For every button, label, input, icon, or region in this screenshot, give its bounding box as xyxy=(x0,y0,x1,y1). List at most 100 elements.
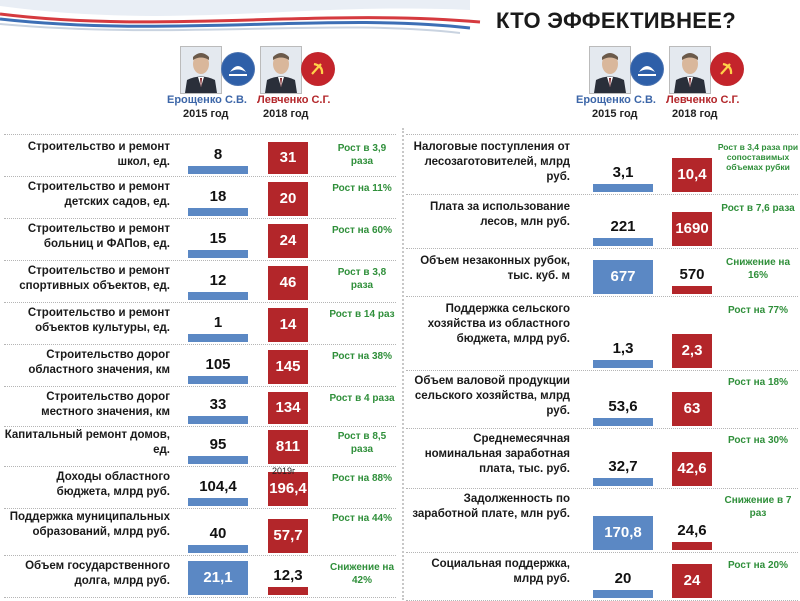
bar-2018 xyxy=(672,452,712,486)
row-separator xyxy=(4,134,396,135)
row-label: Объем валовой продукции сельского хозяйс… xyxy=(414,375,570,417)
value-2018: 134 xyxy=(275,399,301,416)
value-2018: 10,4 xyxy=(677,166,707,183)
value-2015: 33 xyxy=(209,396,227,413)
bar-2015 xyxy=(188,292,248,300)
row-separator xyxy=(406,248,798,249)
bar-2018 xyxy=(672,286,712,294)
row-separator xyxy=(406,370,798,371)
row-separator xyxy=(4,302,396,303)
value-2018: 196,4 xyxy=(269,480,307,497)
row-separator xyxy=(4,466,396,467)
row-label: Строительство и ремонт объектов культуры… xyxy=(27,307,170,334)
growth-label: Рост на 30% xyxy=(727,435,789,446)
growth-label: Рост на 88% xyxy=(331,473,393,484)
value-2018: 24 xyxy=(279,232,297,249)
value-2015: 8 xyxy=(213,146,223,163)
value-2015: 105 xyxy=(205,356,231,373)
candidate-name: Ерощенко С.В. xyxy=(167,94,247,106)
growth-label: Рост в 8,5 раза xyxy=(337,431,387,455)
row-separator xyxy=(4,218,396,219)
row-separator xyxy=(406,428,798,429)
value-2018: 570 xyxy=(679,266,705,283)
value-2015: 3,1 xyxy=(612,164,634,181)
value-2015: 21,1 xyxy=(203,569,233,586)
candidate-year: 2015 год xyxy=(183,108,229,120)
row-separator xyxy=(406,194,798,195)
value-2015: 12 xyxy=(209,272,227,289)
row-label: Среднемесячная номинальная заработная пл… xyxy=(424,433,570,475)
growth-label: Рост на 38% xyxy=(331,351,393,362)
bar-2018 xyxy=(672,392,712,426)
value-2018: 46 xyxy=(279,274,297,291)
growth-label: Рост на 20% xyxy=(727,560,789,571)
bar-2015 xyxy=(188,208,248,216)
value-2015: 221 xyxy=(610,218,636,235)
row-label: Плата за использование лесов, млн руб. xyxy=(429,201,570,228)
row-label: Строительство и ремонт больниц и ФАПов, … xyxy=(27,223,170,250)
candidate-name: Ерощенко С.В. xyxy=(576,94,656,106)
value-2015: 18 xyxy=(209,188,227,205)
column-divider xyxy=(402,128,405,600)
growth-label: Снижение на 42% xyxy=(329,562,395,586)
growth-label: Рост в 14 раз xyxy=(329,309,395,320)
candidate-photo xyxy=(589,46,631,94)
growth-label: Рост на 44% xyxy=(331,513,393,524)
value-2018: 20 xyxy=(279,190,297,207)
value-2018: 31 xyxy=(279,149,297,166)
bar-2015 xyxy=(593,478,653,486)
candidate-photo xyxy=(669,46,711,94)
row-separator xyxy=(4,176,396,177)
row-label: Строительство и ремонт детских садов, ед… xyxy=(27,181,170,208)
bar-2018 xyxy=(672,334,712,368)
growth-label: Рост в 3,4 раза при сопоставимых объемах… xyxy=(717,142,799,172)
value-2015: 32,7 xyxy=(608,458,638,475)
bar-2015 xyxy=(188,498,248,506)
bar-2018 xyxy=(268,350,308,384)
row-label: Поддержка муниципальных образований, млр… xyxy=(9,511,170,538)
row-label: Капитальный ремонт домов, ед. xyxy=(4,429,170,456)
growth-label: Рост в 7,6 раза xyxy=(721,203,795,214)
bar-2015 xyxy=(188,456,248,464)
row-separator xyxy=(4,508,396,509)
row-separator xyxy=(406,296,798,297)
value-2018: 24,6 xyxy=(677,522,707,539)
bar-2015 xyxy=(188,545,248,553)
bar-2015 xyxy=(593,590,653,598)
value-2018: 811 xyxy=(275,438,301,455)
value-2018: 24 xyxy=(683,572,701,589)
row-separator xyxy=(406,552,798,553)
bar-2015 xyxy=(593,238,653,246)
row-label: Объем незаконных рубок, тыс. куб. м xyxy=(420,255,570,282)
value-2015: 20 xyxy=(614,570,632,587)
bar-2015 xyxy=(593,360,653,368)
bar-2015 xyxy=(188,166,248,174)
row-label: Строительство дорог областного значения,… xyxy=(28,349,170,376)
bar-2018 xyxy=(672,564,712,598)
bar-2015 xyxy=(188,376,248,384)
row-label: Налоговые поступления от лесозаготовител… xyxy=(413,141,570,183)
party-logo-red-icon xyxy=(301,52,335,86)
value-2015: 15 xyxy=(209,230,227,247)
value-2018: 14 xyxy=(279,316,297,333)
growth-label: Рост на 18% xyxy=(727,377,789,388)
row-separator xyxy=(4,597,396,598)
bar-2018 xyxy=(672,212,712,246)
value-2018: 1690 xyxy=(675,220,709,237)
growth-label: Снижение на 16% xyxy=(725,257,791,281)
bar-2018 xyxy=(268,587,308,595)
row-label: Доходы областного бюджета, млрд руб. xyxy=(56,471,170,498)
bar-2015 xyxy=(188,334,248,342)
candidate-name: Левченко С.Г. xyxy=(666,94,740,106)
value-2015: 677 xyxy=(610,268,636,285)
row-label: Задолженность по заработной плате, млн р… xyxy=(412,493,570,520)
growth-label: Рост в 3,8 раза xyxy=(337,267,387,291)
value-2018: 57,7 xyxy=(273,527,303,544)
bar-2018 xyxy=(268,308,308,342)
bar-2015 xyxy=(188,250,248,258)
row-label: Строительство дорог местного значения, к… xyxy=(41,391,170,418)
page-title: КТО ЭФФЕКТИВНЕЕ? xyxy=(496,8,736,33)
candidate-photo xyxy=(260,46,302,94)
row-separator xyxy=(4,555,396,556)
bar-2018 xyxy=(268,392,308,424)
